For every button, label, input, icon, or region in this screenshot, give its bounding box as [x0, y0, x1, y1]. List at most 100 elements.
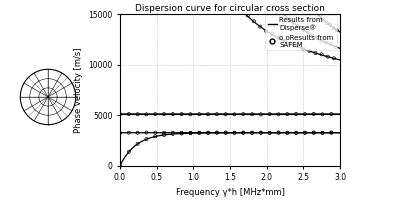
- Point: [319, 113, 326, 116]
- Point: [293, 112, 299, 116]
- Point: [196, 113, 202, 116]
- Point: [302, 113, 308, 116]
- Point: [309, 34, 316, 37]
- Point: [293, 131, 299, 134]
- Point: [302, 131, 308, 134]
- Point: [266, 131, 273, 134]
- Point: [205, 131, 211, 134]
- Point: [284, 113, 290, 116]
- Point: [310, 112, 317, 116]
- Point: [214, 131, 220, 134]
- Point: [178, 131, 185, 134]
- Point: [240, 131, 246, 134]
- Point: [178, 132, 185, 135]
- Point: [161, 131, 167, 134]
- Point: [187, 132, 194, 135]
- Point: [319, 131, 326, 135]
- Point: [240, 113, 246, 116]
- Point: [152, 131, 158, 134]
- Title: Dispersion curve for circular cross section: Dispersion curve for circular cross sect…: [135, 4, 325, 13]
- Point: [126, 131, 132, 134]
- Point: [161, 113, 167, 116]
- Point: [330, 27, 337, 30]
- Point: [320, 18, 327, 21]
- Point: [317, 14, 324, 18]
- Point: [318, 39, 325, 42]
- Point: [290, 21, 297, 24]
- Point: [312, 52, 319, 55]
- Point: [134, 113, 141, 116]
- Point: [286, 18, 292, 21]
- Point: [294, 44, 300, 48]
- Point: [170, 113, 176, 116]
- Point: [258, 131, 264, 134]
- Point: [284, 131, 290, 134]
- Point: [324, 21, 330, 25]
- Point: [117, 131, 123, 135]
- Point: [214, 113, 220, 116]
- Point: [328, 131, 334, 134]
- Point: [205, 131, 211, 135]
- Point: [170, 132, 176, 136]
- Point: [205, 113, 211, 116]
- Point: [249, 131, 255, 135]
- Point: [152, 113, 158, 116]
- Point: [300, 47, 306, 50]
- Point: [324, 55, 331, 58]
- Point: [222, 131, 229, 134]
- Point: [258, 131, 264, 135]
- Point: [288, 42, 294, 45]
- Point: [318, 53, 325, 56]
- Point: [331, 57, 337, 60]
- Point: [257, 25, 263, 28]
- Point: [117, 113, 123, 116]
- Point: [275, 113, 282, 116]
- Point: [126, 150, 132, 153]
- Point: [319, 131, 326, 134]
- Point: [196, 131, 202, 134]
- Point: [334, 28, 340, 32]
- Point: [327, 23, 334, 26]
- Point: [282, 39, 288, 42]
- X-axis label: Frequency γ*h [MHz*mm]: Frequency γ*h [MHz*mm]: [176, 188, 284, 197]
- Point: [231, 131, 238, 134]
- Point: [275, 131, 282, 134]
- Point: [266, 131, 273, 135]
- Legend: Results from
Disperse®, o oResults from
SAFEM: Results from Disperse®, o oResults from …: [266, 15, 336, 50]
- Point: [251, 20, 257, 23]
- Point: [152, 135, 158, 138]
- Point: [187, 113, 194, 116]
- Point: [269, 33, 276, 36]
- Point: [275, 37, 282, 40]
- Point: [117, 164, 123, 167]
- Point: [300, 28, 306, 32]
- Point: [258, 113, 264, 116]
- Point: [295, 25, 302, 28]
- Point: [170, 131, 176, 134]
- Point: [293, 131, 299, 135]
- Point: [328, 131, 334, 134]
- Point: [187, 131, 194, 135]
- Point: [328, 43, 334, 46]
- Point: [240, 131, 246, 134]
- Point: [302, 131, 308, 135]
- Point: [284, 131, 290, 134]
- Point: [143, 113, 150, 116]
- Point: [263, 29, 270, 33]
- Point: [231, 131, 238, 134]
- Y-axis label: Phase velocity [m/s]: Phase velocity [m/s]: [74, 47, 82, 133]
- Point: [222, 113, 229, 116]
- Point: [143, 131, 150, 134]
- Point: [275, 131, 282, 134]
- Point: [244, 14, 251, 17]
- Point: [231, 113, 238, 116]
- Point: [306, 49, 312, 52]
- Point: [310, 131, 317, 134]
- Point: [310, 131, 317, 134]
- Point: [134, 131, 141, 134]
- Point: [126, 113, 132, 116]
- Point: [332, 45, 339, 48]
- Point: [323, 41, 329, 44]
- Point: [161, 133, 167, 137]
- Point: [249, 131, 255, 134]
